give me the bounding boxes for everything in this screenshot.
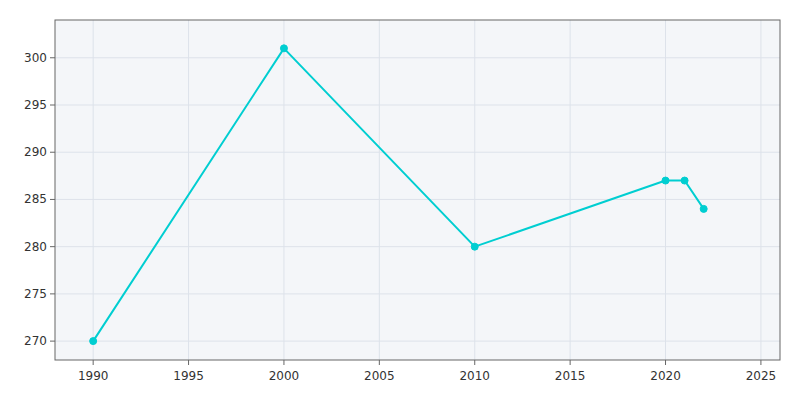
- x-tick-label: 2010: [459, 369, 490, 383]
- x-grid-line: [93, 20, 94, 360]
- y-tick: [50, 341, 55, 342]
- x-tick: [93, 360, 94, 365]
- x-tick-label: 2025: [746, 369, 777, 383]
- x-tick: [570, 360, 571, 365]
- y-grid-line: [55, 199, 780, 200]
- y-tick: [50, 57, 55, 58]
- y-tick-label: 300: [24, 51, 47, 65]
- y-tick-label: 285: [24, 192, 47, 206]
- x-tick: [760, 360, 761, 365]
- y-tick-label: 295: [24, 98, 47, 112]
- x-grid-line: [283, 20, 284, 360]
- y-tick-label: 270: [24, 334, 47, 348]
- x-grid-line: [665, 20, 666, 360]
- y-tick: [50, 105, 55, 106]
- x-tick-label: 2020: [650, 369, 681, 383]
- x-grid-line: [760, 20, 761, 360]
- x-tick-label: 2005: [364, 369, 395, 383]
- chart-container: 1990 1995 2000 2005 2010 2015 2020 2025 270 275 28…: [0, 0, 800, 400]
- y-tick: [50, 199, 55, 200]
- plot-background: [55, 20, 780, 360]
- point: [471, 243, 478, 250]
- y-tick-label: 290: [24, 145, 47, 159]
- y-tick: [50, 152, 55, 153]
- point: [90, 338, 97, 345]
- x-tick: [665, 360, 666, 365]
- plot-frame: [55, 20, 780, 360]
- x-grid-line: [474, 20, 475, 360]
- y-grid-line: [55, 57, 780, 58]
- x-tick-label: 1995: [173, 369, 204, 383]
- y-grid-line: [55, 293, 780, 294]
- point: [681, 177, 688, 184]
- x-tick-label: 1990: [78, 369, 109, 383]
- point: [662, 177, 669, 184]
- y-grid-line: [55, 152, 780, 153]
- point: [700, 205, 707, 212]
- x-grid-line: [379, 20, 380, 360]
- series: [90, 45, 708, 345]
- chart-svg: 1990 1995 2000 2005 2010 2015 2020 2025 270 275 28…: [0, 0, 800, 400]
- tick-labels: 1990 1995 2000 2005 2010 2015 2020 2025 270 275 28…: [24, 51, 776, 383]
- y-tick-label: 280: [24, 240, 47, 254]
- x-tick: [379, 360, 380, 365]
- x-tick-label: 2015: [555, 369, 586, 383]
- x-tick: [283, 360, 284, 365]
- point: [280, 45, 287, 52]
- line: [93, 48, 704, 341]
- y-grid-line: [55, 341, 780, 342]
- x-grid-line: [188, 20, 189, 360]
- x-tick-label: 2000: [269, 369, 300, 383]
- x-tick: [474, 360, 475, 365]
- y-grid-line: [55, 105, 780, 106]
- y-tick-label: 275: [24, 287, 47, 301]
- y-tick: [50, 246, 55, 247]
- y-tick: [50, 293, 55, 294]
- grid: [55, 20, 780, 360]
- x-grid-line: [570, 20, 571, 360]
- y-grid-line: [55, 246, 780, 247]
- x-tick: [188, 360, 189, 365]
